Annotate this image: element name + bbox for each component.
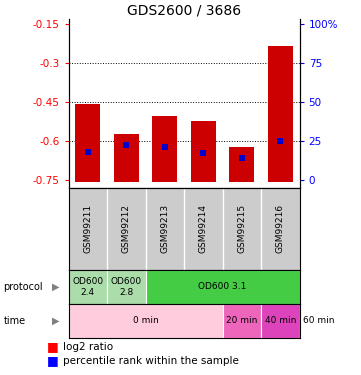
Bar xyxy=(145,270,300,304)
Text: 20 min: 20 min xyxy=(226,316,257,325)
Text: log2 ratio: log2 ratio xyxy=(63,342,113,352)
Text: 0 min: 0 min xyxy=(133,316,158,325)
Bar xyxy=(268,46,293,182)
Bar xyxy=(114,134,139,182)
Text: OD600
2.8: OD600 2.8 xyxy=(111,277,142,297)
Bar xyxy=(191,121,216,182)
Bar xyxy=(229,147,255,182)
Text: GSM99216: GSM99216 xyxy=(276,204,285,254)
Text: protocol: protocol xyxy=(4,282,43,292)
Text: ▶: ▶ xyxy=(52,316,60,326)
Text: OD600
2.4: OD600 2.4 xyxy=(72,277,103,297)
Text: OD600 3.1: OD600 3.1 xyxy=(199,282,247,291)
Text: 40 min: 40 min xyxy=(265,316,296,325)
Text: GSM99212: GSM99212 xyxy=(122,204,131,253)
Bar xyxy=(261,304,300,338)
Bar xyxy=(223,304,261,338)
Bar xyxy=(107,270,145,304)
Text: GSM99213: GSM99213 xyxy=(160,204,169,254)
Bar xyxy=(75,104,100,182)
Text: 60 min: 60 min xyxy=(303,316,335,325)
Bar xyxy=(69,304,223,338)
Title: GDS2600 / 3686: GDS2600 / 3686 xyxy=(127,4,241,18)
Text: percentile rank within the sample: percentile rank within the sample xyxy=(63,356,239,366)
Text: ■: ■ xyxy=(47,340,59,353)
Text: GSM99214: GSM99214 xyxy=(199,204,208,253)
Text: ■: ■ xyxy=(47,354,59,367)
Text: GSM99215: GSM99215 xyxy=(238,204,246,254)
Bar xyxy=(300,304,338,338)
Text: time: time xyxy=(4,316,26,326)
Bar xyxy=(152,116,177,182)
Bar xyxy=(69,270,107,304)
Text: ▶: ▶ xyxy=(52,282,60,292)
Text: GSM99211: GSM99211 xyxy=(83,204,92,254)
